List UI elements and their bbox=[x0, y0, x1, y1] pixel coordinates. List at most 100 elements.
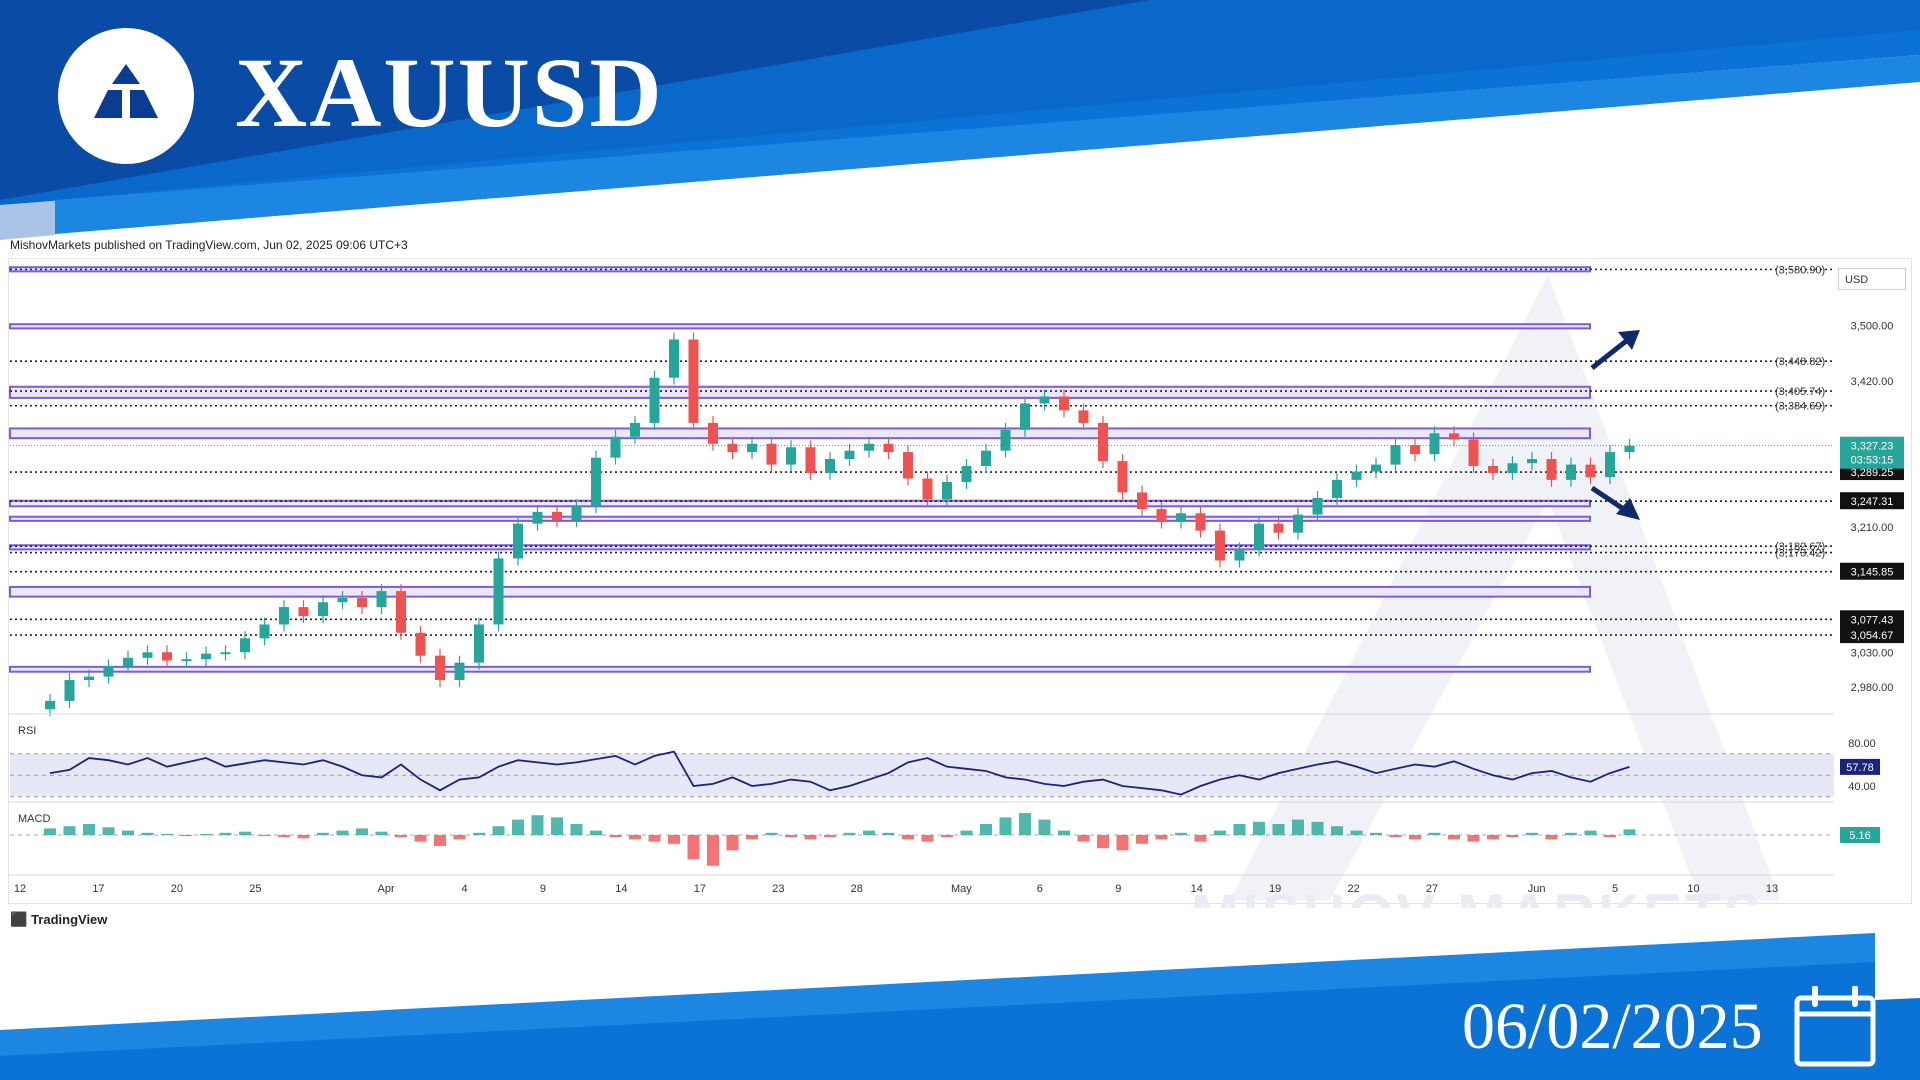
candle bbox=[1215, 523, 1225, 568]
macd-bar bbox=[297, 835, 310, 839]
candle bbox=[1468, 432, 1479, 473]
candle bbox=[1410, 438, 1420, 462]
candle bbox=[181, 652, 192, 668]
price-chart[interactable]: MISHOV MARKETS (3,580.90) (3,448.82) (3,40… bbox=[0, 258, 1920, 908]
macd-bar bbox=[1136, 835, 1148, 844]
candle bbox=[844, 443, 855, 466]
candle bbox=[103, 659, 114, 684]
time-tick-label: 14 bbox=[615, 883, 627, 895]
candle bbox=[1020, 396, 1030, 437]
candle bbox=[1059, 389, 1069, 418]
chart-frame bbox=[8, 258, 1912, 904]
candle bbox=[1117, 454, 1128, 500]
candle bbox=[1546, 452, 1557, 487]
macd-bar bbox=[395, 835, 407, 838]
candle bbox=[1488, 459, 1498, 480]
level-box: 3,145.85 bbox=[1840, 562, 1904, 580]
candle bbox=[201, 646, 211, 667]
time-tick-label: 17 bbox=[92, 883, 104, 895]
macd-bar bbox=[1448, 835, 1460, 840]
macd-bar bbox=[648, 835, 661, 842]
macd-value-label: 5.16 bbox=[1849, 830, 1870, 842]
macd-bar bbox=[414, 835, 427, 842]
candle bbox=[766, 436, 777, 472]
macd-bar bbox=[1272, 824, 1285, 835]
macd-bar bbox=[1604, 835, 1616, 838]
candle bbox=[1098, 415, 1108, 469]
macd-bar bbox=[473, 832, 485, 835]
time-tick-label: 19 bbox=[1269, 883, 1281, 895]
rsi-line bbox=[49, 750, 1630, 796]
publish-attribution: MishovMarkets published on TradingView.c… bbox=[10, 238, 408, 252]
level-label: (3,182.67) bbox=[1775, 541, 1825, 553]
bearish-arrowhead bbox=[1616, 498, 1640, 520]
macd-bar bbox=[1389, 835, 1402, 838]
time-tick-label: 10 bbox=[1687, 883, 1699, 895]
macd-bar bbox=[1526, 832, 1538, 835]
candle bbox=[1351, 464, 1362, 487]
macd-bar bbox=[1565, 832, 1577, 835]
candle bbox=[669, 332, 679, 385]
level-box-label: 3,145.85 bbox=[1851, 567, 1894, 579]
time-tick-label: 20 bbox=[171, 883, 183, 895]
macd-bar bbox=[726, 835, 739, 851]
candle bbox=[474, 617, 484, 670]
macd-bar bbox=[356, 828, 368, 835]
bullish-arrowhead bbox=[1618, 330, 1640, 350]
macd-bar bbox=[609, 835, 622, 838]
time-tick-label: May bbox=[951, 883, 972, 895]
candle bbox=[883, 436, 894, 460]
candle bbox=[435, 648, 445, 687]
macd-bar bbox=[258, 835, 271, 837]
macd-bar bbox=[83, 824, 95, 835]
candle bbox=[1312, 491, 1323, 522]
macd-bar bbox=[434, 835, 446, 846]
macd-bar bbox=[629, 835, 641, 840]
macd-bar bbox=[668, 835, 680, 844]
price-tick-label: 3,420.00 bbox=[1851, 376, 1894, 388]
macd-label: MACD bbox=[18, 813, 50, 825]
macd-bar bbox=[882, 832, 895, 835]
macd-bar bbox=[1506, 835, 1519, 838]
macd-bar bbox=[1058, 830, 1070, 835]
macd-bar bbox=[804, 835, 817, 840]
candle bbox=[1624, 438, 1635, 460]
time-tick-label: Apr bbox=[378, 883, 395, 895]
sr-zone bbox=[9, 665, 1591, 673]
sr-zone bbox=[9, 585, 1591, 598]
candle bbox=[1000, 422, 1011, 458]
candle bbox=[1449, 426, 1459, 447]
candle bbox=[1195, 506, 1206, 538]
time-tick-label: 4 bbox=[461, 883, 467, 895]
rsi-value-box: 57.78 bbox=[1840, 758, 1880, 775]
level-box: 3,247.31 bbox=[1840, 492, 1904, 510]
time-tick-label: 14 bbox=[1191, 883, 1203, 895]
price-tick-label: 3,030.00 bbox=[1851, 647, 1894, 659]
candle bbox=[1332, 472, 1342, 505]
tradingview-logo[interactable]: ⬛ TradingView bbox=[10, 911, 108, 927]
candle bbox=[454, 655, 465, 687]
macd-bar bbox=[1214, 830, 1226, 835]
macd-bar bbox=[239, 831, 251, 835]
sr-zone bbox=[9, 323, 1591, 330]
time-tick-label: 22 bbox=[1347, 883, 1359, 895]
macd-bar bbox=[1194, 835, 1207, 842]
current-price-label: 3,327.23 bbox=[1851, 441, 1894, 453]
candle bbox=[1507, 456, 1518, 480]
candle bbox=[1429, 426, 1440, 462]
candle bbox=[961, 459, 972, 489]
candle bbox=[942, 475, 952, 507]
rsi-label: RSI bbox=[18, 725, 36, 737]
candle bbox=[123, 650, 133, 674]
currency-label[interactable]: USD bbox=[1838, 268, 1906, 290]
calendar-icon bbox=[1794, 986, 1876, 1067]
candle bbox=[1137, 485, 1147, 517]
macd-bar bbox=[1428, 832, 1441, 835]
price-tick-label: 2,980.00 bbox=[1851, 682, 1894, 694]
macd-bar bbox=[200, 833, 212, 835]
level-label: (3,173.42) bbox=[1775, 548, 1825, 560]
candle bbox=[825, 452, 835, 480]
brand-logo bbox=[58, 28, 194, 164]
sr-zone bbox=[9, 515, 1591, 522]
candle bbox=[1176, 506, 1186, 529]
